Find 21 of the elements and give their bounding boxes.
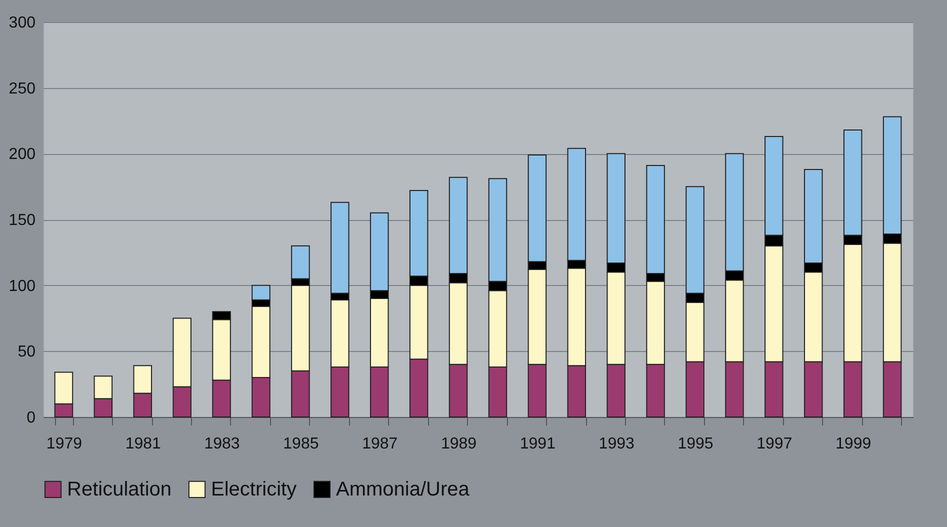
y-tick-label: 50 (18, 344, 36, 361)
x-tick-label: 1979 (46, 436, 82, 452)
x-tick-label: 1999 (836, 436, 872, 452)
x-tick-label: 1995 (678, 436, 714, 452)
x-tick-label: 1997 (756, 436, 792, 452)
legend-label: Electricity (211, 478, 297, 500)
y-tick-label: 0 (26, 410, 36, 426)
legend-label: Ammonia/Urea (336, 478, 470, 500)
y-tick-label: 300 (8, 14, 36, 32)
legend-label: Reticulation (67, 478, 172, 500)
y-tick-label: 100 (8, 278, 36, 295)
x-tick-label: 1989 (440, 436, 477, 452)
x-tick-label: 1991 (520, 436, 556, 452)
y-tick-label: 200 (8, 146, 36, 164)
y-tick-label: 150 (8, 212, 36, 229)
x-tick-label: 1993 (598, 436, 634, 452)
x-tick-label: 1985 (283, 436, 319, 452)
x-tick-label: 1987 (362, 436, 398, 452)
y-tick-label: 250 (8, 80, 36, 98)
x-tick-label: 1981 (125, 436, 162, 452)
x-tick-label: 1983 (204, 436, 240, 452)
